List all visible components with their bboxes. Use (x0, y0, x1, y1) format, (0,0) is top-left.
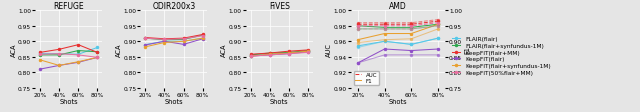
X-axis label: Shots: Shots (388, 98, 407, 104)
Legend: FLAIR(flair), FLAIR(flair+synfundus-1M), KeepFIT(flair+MM), KeepFIT(flair), Keep: FLAIR(flair), FLAIR(flair+synfundus-1M),… (451, 36, 552, 76)
Title: REFUGE: REFUGE (53, 2, 84, 11)
X-axis label: Shots: Shots (164, 98, 183, 104)
Y-axis label: F1: F1 (465, 46, 471, 53)
X-axis label: Shots: Shots (60, 98, 78, 104)
Y-axis label: AUC: AUC (326, 43, 332, 56)
Title: ODIR200x3: ODIR200x3 (152, 2, 196, 11)
Y-axis label: ACA: ACA (116, 43, 122, 56)
Title: AMD: AMD (389, 2, 407, 11)
Y-axis label: ACA: ACA (221, 43, 227, 56)
Title: FiVES: FiVES (269, 2, 290, 11)
Y-axis label: ACA: ACA (10, 43, 17, 56)
Legend: AUC, F1: AUC, F1 (354, 71, 379, 85)
X-axis label: Shots: Shots (270, 98, 289, 104)
